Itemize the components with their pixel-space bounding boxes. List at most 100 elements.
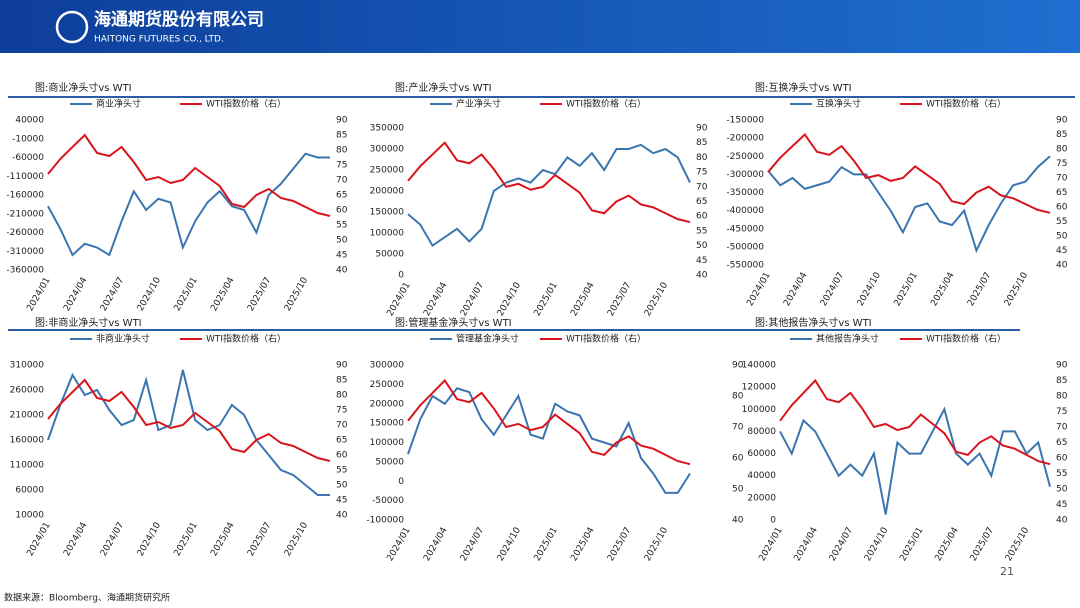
y2-tick-label: 50 — [1056, 485, 1068, 495]
y2-tick-label: 90 — [1056, 116, 1068, 126]
y2-tick-label: 75 — [1056, 407, 1067, 417]
y2-tick-label: 80 — [1056, 392, 1068, 402]
chart-title: 图:产业净头寸vs WTI — [395, 81, 492, 94]
y-tick-label: -150000 — [726, 116, 764, 126]
y2-tick-label: 60 — [1056, 203, 1068, 213]
series-line — [47, 378, 331, 462]
y2-tick-label: 90 — [336, 361, 348, 371]
y-tick-label: 200000 — [370, 187, 405, 197]
y2-tick-label: 80 — [696, 153, 708, 163]
y2-tick-label: 80 — [336, 391, 348, 401]
y2-tick-label: 45 — [1056, 246, 1067, 256]
y2-tick-label: 70 — [696, 182, 708, 192]
y-tick-label: 210000 — [10, 411, 45, 421]
series-line — [407, 141, 691, 224]
y2-tick-label: 50 — [336, 236, 348, 246]
y-tick-label: -210000 — [6, 209, 44, 219]
y-tick-label: 160000 — [10, 436, 45, 446]
y-tick-label: 60000 — [15, 486, 44, 496]
y2-tick-label: 85 — [696, 138, 707, 148]
chart-title: 图:其他报告净头寸vs WTI — [755, 316, 872, 329]
legend-label: WTI指数价格（右） — [926, 333, 1006, 345]
y2-tick-label: 80 — [336, 146, 348, 156]
y-tick-label: -400000 — [726, 206, 764, 216]
series-line — [47, 152, 330, 257]
company-name-en: HAITONG FUTURES CO., LTD. — [94, 35, 224, 45]
y2-tick-label: 50 — [696, 241, 708, 251]
y2-tick-label: 45 — [696, 256, 707, 266]
y-tick-label: -500000 — [726, 242, 764, 252]
y-tick-label: -50000 — [372, 496, 404, 506]
y2-tick-label: 65 — [696, 197, 707, 207]
legend-label: 管理基金净头寸 — [456, 333, 519, 345]
y2-tick-label: 60 — [336, 206, 348, 216]
y-tick-label: 100000 — [370, 438, 405, 448]
y-tick-label: 200000 — [370, 399, 405, 409]
y3-tick-label: 40 — [732, 516, 744, 526]
y-tick-label: 0 — [398, 477, 404, 487]
legend-label: WTI指数价格（右） — [206, 98, 286, 110]
source-note: 数据来源：Bloomberg、海通期货研究所 — [4, 592, 170, 604]
y3-tick-label: 50 — [732, 485, 744, 495]
legend-label: WTI指数价格（右） — [566, 98, 646, 110]
y2-tick-label: 85 — [336, 131, 347, 141]
y2-tick-label: 55 — [336, 466, 347, 476]
y-tick-label: 50000 — [375, 250, 404, 260]
legend-label: WTI指数价格（右） — [566, 333, 646, 345]
y-tick-label: 20000 — [747, 493, 776, 503]
y-tick-label: -360000 — [6, 266, 44, 276]
y2-tick-label: 75 — [336, 161, 347, 171]
y-tick-label: 260000 — [10, 386, 45, 396]
y3-tick-label: 70 — [732, 423, 744, 433]
y-tick-label: 350000 — [370, 124, 405, 134]
y2-tick-label: 70 — [336, 176, 348, 186]
y-tick-label: -450000 — [726, 224, 764, 234]
y2-tick-label: 60 — [336, 451, 348, 461]
y2-tick-label: 55 — [1056, 217, 1067, 227]
y2-tick-label: 60 — [1056, 454, 1068, 464]
y-tick-label: 150000 — [370, 208, 405, 218]
y-tick-label: 60000 — [747, 449, 776, 459]
y2-tick-label: 75 — [336, 406, 347, 416]
y-tick-label: -100000 — [366, 516, 404, 526]
y2-tick-label: 55 — [336, 221, 347, 231]
y-tick-label: -250000 — [726, 152, 764, 162]
chart-title: 图:管理基金净头寸vs WTI — [395, 316, 512, 329]
header-band — [0, 0, 1080, 53]
y-tick-label: 0 — [770, 516, 776, 526]
legend-label: 产业净头寸 — [456, 98, 501, 110]
y2-tick-label: 55 — [696, 226, 707, 236]
y-tick-label: 300000 — [370, 145, 405, 155]
series-line — [47, 369, 330, 496]
legend-label: 其他报告净头寸 — [816, 333, 879, 345]
y-tick-label: 100000 — [370, 229, 405, 239]
y-tick-label: 120000 — [742, 383, 777, 393]
y-tick-label: 0 — [398, 271, 404, 281]
series-line — [407, 378, 691, 466]
series-line — [767, 155, 1051, 254]
y-tick-label: -10000 — [12, 134, 44, 144]
y2-tick-label: 45 — [336, 496, 347, 506]
chart-title: 图:商业净头寸vs WTI — [35, 81, 132, 94]
y-tick-label: 40000 — [747, 471, 776, 481]
legend-label: WTI指数价格（右） — [206, 333, 286, 345]
legend-label: 非商业净头寸 — [96, 333, 150, 345]
y2-tick-label: 75 — [696, 168, 707, 178]
company-name: 海通期货股份有限公司 — [94, 9, 264, 30]
series-line — [779, 406, 1051, 515]
page-number: 21 — [1000, 565, 1014, 578]
y-tick-label: 100000 — [742, 405, 777, 415]
y2-tick-label: 90 — [1056, 361, 1068, 371]
legend-label: 互换净头寸 — [816, 98, 861, 110]
y2-tick-label: 60 — [696, 212, 708, 222]
y2-tick-label: 90 — [696, 124, 708, 134]
y-tick-label: 110000 — [10, 461, 45, 471]
y-tick-label: -110000 — [6, 172, 44, 182]
y2-tick-label: 45 — [1056, 500, 1067, 510]
y2-tick-label: 75 — [1056, 159, 1067, 169]
y3-tick-label: 90 — [732, 361, 744, 371]
chart-title: 图:非商业净头寸vs WTI — [35, 316, 142, 329]
y3-tick-label: 80 — [732, 392, 744, 402]
series-line — [407, 143, 691, 248]
